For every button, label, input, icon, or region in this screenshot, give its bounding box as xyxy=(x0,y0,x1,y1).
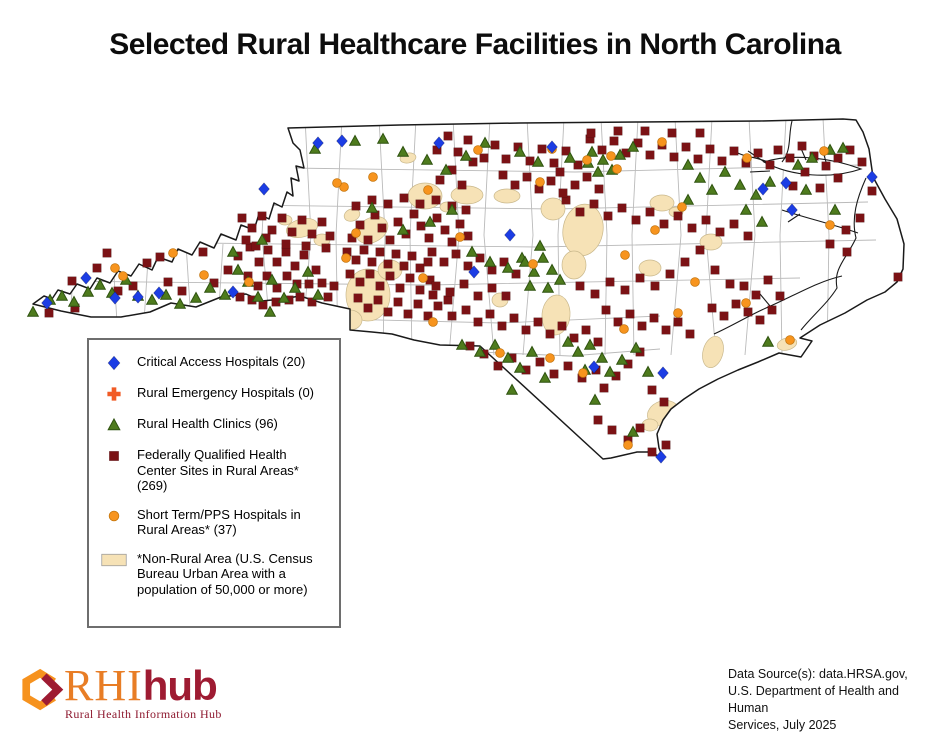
logo-hub-text: hub xyxy=(142,662,218,709)
fqhc-markers xyxy=(44,126,903,457)
legend-label: Rural Health Clinics (96) xyxy=(137,416,278,431)
page-title: Selected Rural Healthcare Facilities in … xyxy=(109,28,841,61)
diamond-icon xyxy=(101,354,127,372)
legend-label: Short Term/PPS Hospitals in Rural Areas*… xyxy=(137,506,301,538)
rhihub-hexagon-icon xyxy=(22,668,64,711)
data-source-line: U.S. Department of Health and Human xyxy=(728,684,899,715)
rhihub-wordmark: RHIhub xyxy=(64,660,218,711)
rural_health_clinics-markers xyxy=(26,132,850,437)
logo-tagline: Rural Health Information Hub xyxy=(65,707,222,721)
circle-icon xyxy=(101,507,127,525)
square-icon xyxy=(101,447,127,465)
legend-item-short_term_pps: Short Term/PPS Hospitals in Rural Areas*… xyxy=(101,507,339,538)
legend-item-critical_access: Critical Access Hospitals (20) xyxy=(101,354,339,372)
data-source-line: Data Source(s): data.HRSA.gov, xyxy=(728,667,908,681)
plus-icon xyxy=(101,385,127,403)
logo-rhi-text: RHI xyxy=(64,661,143,710)
legend-label: Rural Emergency Hospitals (0) xyxy=(137,385,315,400)
legend-item-fqhc: Federally Qualified Health Center Sites … xyxy=(101,447,339,494)
area-icon xyxy=(101,551,127,569)
data-source-note: Data Source(s): data.HRSA.gov, U.S. Depa… xyxy=(728,666,938,734)
state-border xyxy=(32,118,905,460)
map-legend: Critical Access Hospitals (20) Rural Emer… xyxy=(87,338,341,628)
legend-label: *Non-Rural Area (U.S. Census Bureau Urba… xyxy=(137,550,313,597)
legend-label: Critical Access Hospitals (20) xyxy=(137,354,306,369)
legend-label: Federally Qualified Health Center Sites … xyxy=(137,447,299,493)
data-source-line: Services, July 2025 xyxy=(728,718,837,732)
legend-item-rural_health_clinics: Rural Health Clinics (96) xyxy=(101,416,339,434)
legend-item-non_rural: *Non-Rural Area (U.S. Census Bureau Urba… xyxy=(101,551,339,598)
short_term_pps-markers xyxy=(110,137,835,450)
critical_access-markers xyxy=(41,134,878,464)
legend-item-rural_emergency: Rural Emergency Hospitals (0) xyxy=(101,385,339,403)
rhihub-logo: RHIhub Rural Health Information Hub xyxy=(20,660,280,724)
triangle-icon xyxy=(101,416,127,434)
